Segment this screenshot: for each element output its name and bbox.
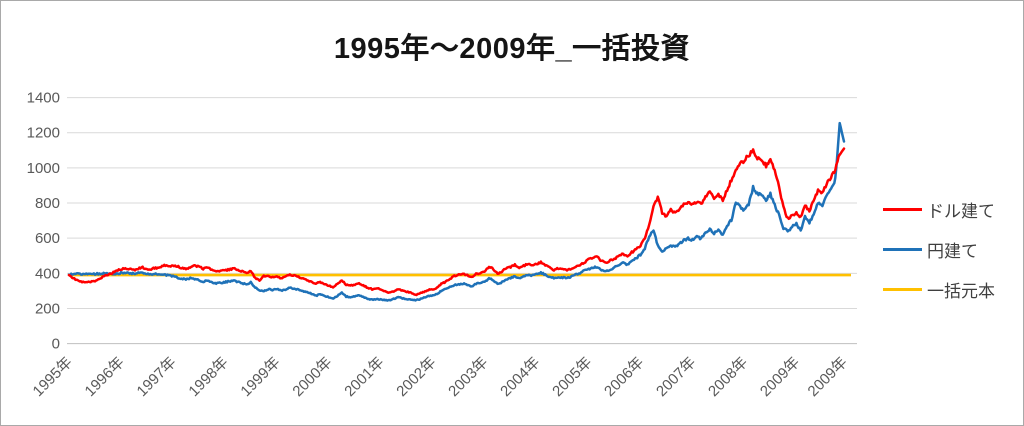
legend-swatch-dollar-red-line — [883, 208, 922, 211]
chart-title: 1995年～2009年_一括投資 — [333, 33, 691, 65]
series-line-dollar — [67, 147, 846, 297]
y-tick-label: 200 — [35, 300, 60, 317]
x-tick-label: 2004年 — [497, 354, 543, 400]
y-tick-label: 800 — [35, 195, 60, 212]
y-tick-label: 1400 — [27, 90, 60, 107]
series-line-yen — [67, 121, 846, 302]
x-tick-label: 2008年 — [705, 354, 751, 400]
x-tick-label: 1995年 — [30, 354, 76, 400]
x-tick-label: 2009年 — [757, 354, 803, 400]
legend-swatch-yen-blue-line — [883, 248, 922, 251]
legend-label-principal: 一括元本 — [927, 282, 995, 301]
y-tick-label: 0 — [52, 336, 60, 353]
y-tick-label: 1000 — [27, 160, 60, 177]
legend-item-dollar: ドル建て — [883, 197, 995, 222]
x-tick-label: 1997年 — [134, 354, 180, 400]
x-tick-label: 2009年 — [805, 354, 851, 400]
x-tick-label: 2002年 — [393, 354, 439, 400]
x-tick-label: 2005年 — [549, 354, 595, 400]
legend-item-yen: 円建て — [883, 237, 995, 262]
x-tick-label: 2007年 — [653, 354, 699, 400]
x-tick-label: 2001年 — [341, 354, 387, 400]
legend-item-principal: 一括元本 — [883, 277, 995, 302]
x-tick-label: 1998年 — [185, 354, 231, 400]
x-tick-label: 2006年 — [601, 354, 647, 400]
legend-label-yen: 円建て — [927, 242, 978, 261]
x-tick-label: 1999年 — [237, 354, 283, 400]
legend-label-dollar: ドル建て — [927, 202, 995, 221]
x-tick-label: 2000年 — [289, 354, 335, 400]
y-tick-label: 600 — [35, 230, 60, 247]
y-tick-label: 1200 — [27, 125, 60, 142]
x-tick-label: 1996年 — [82, 354, 128, 400]
y-tick-label: 400 — [35, 265, 60, 282]
legend: ドル建て 円建て 一括元本 — [883, 197, 995, 302]
x-tick-label: 2003年 — [445, 354, 491, 400]
legend-swatch-principal-gold-line — [883, 288, 922, 291]
